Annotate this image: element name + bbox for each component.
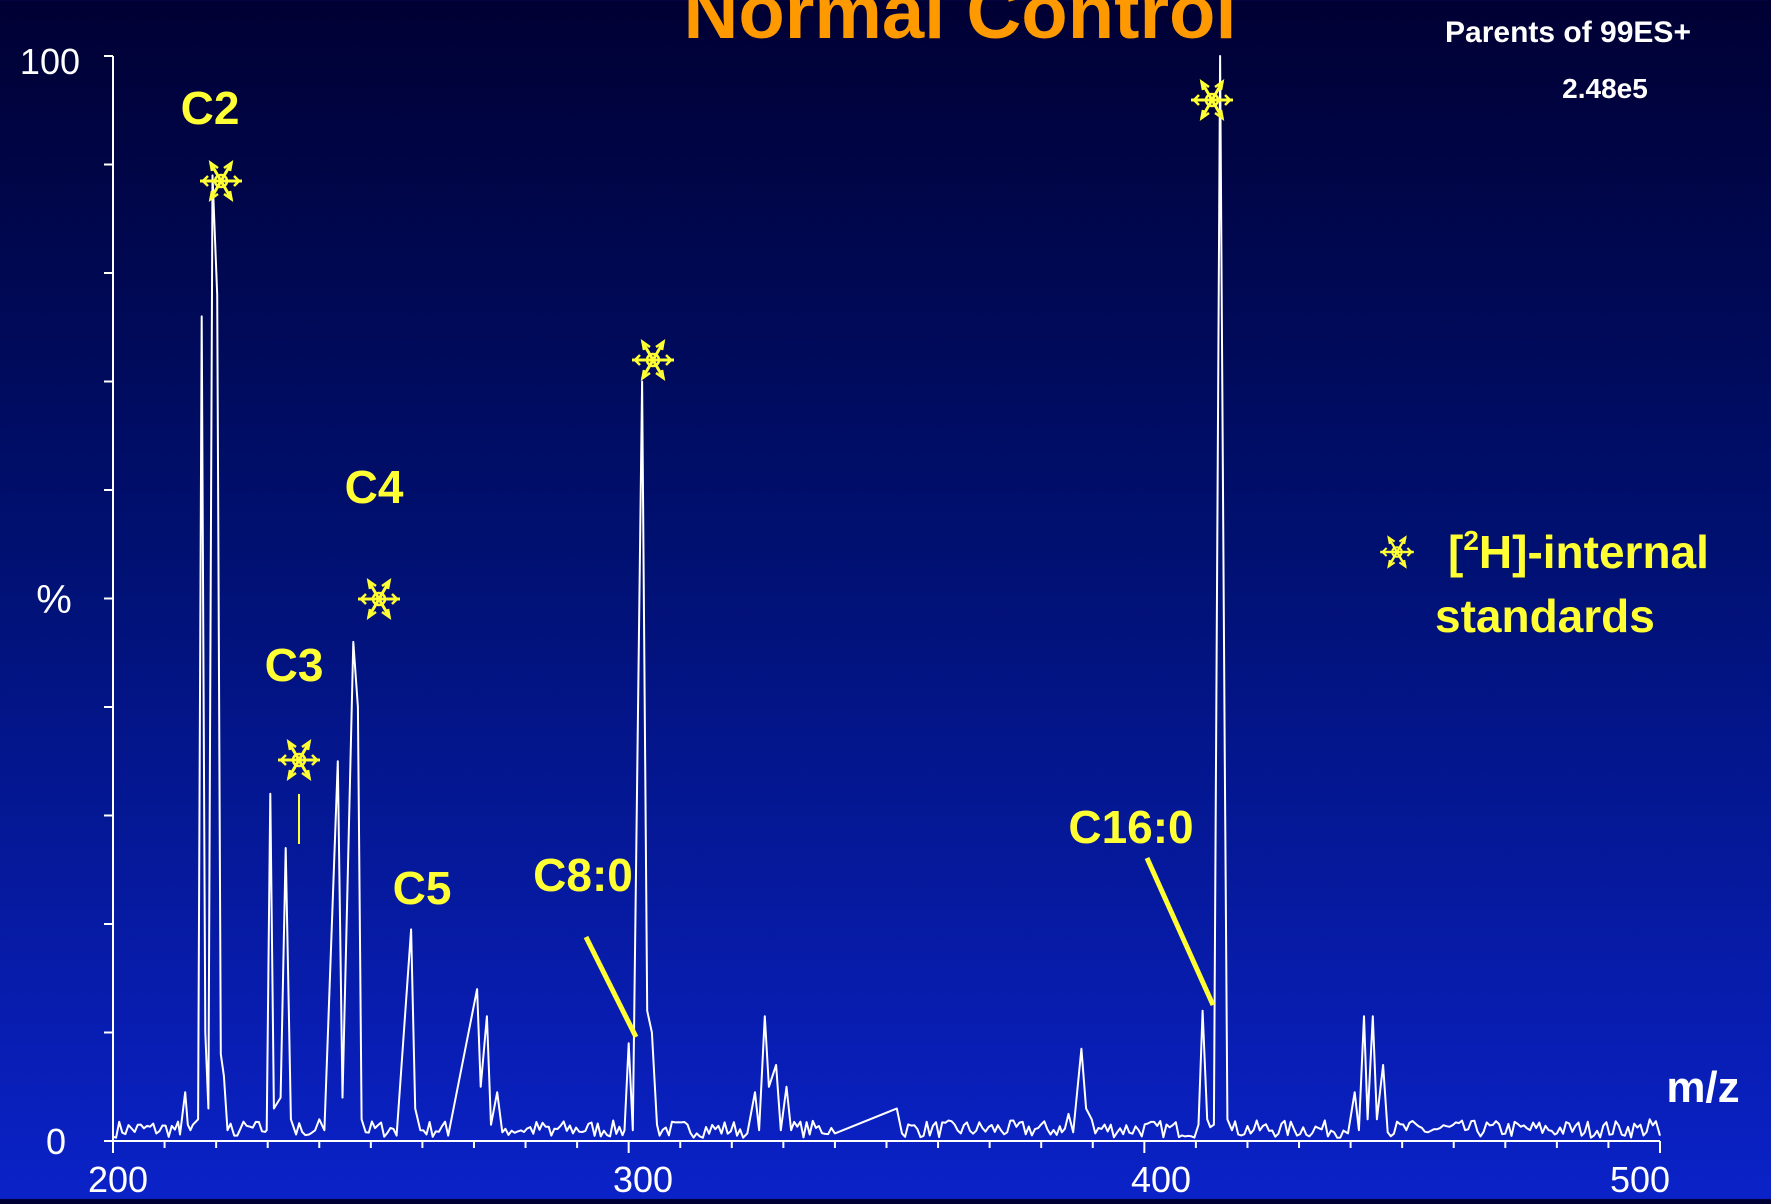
chart-title: Normal Control [683, 0, 1236, 55]
peak-label-c3: C3 [265, 639, 324, 691]
snowflake-icon [198, 161, 244, 201]
intensity-label: 2.48e5 [1562, 73, 1648, 104]
snowflake-icon [630, 340, 676, 380]
snowflake-icon [276, 740, 322, 780]
x-axis-ticks [112, 1141, 1661, 1153]
snowflake-icon [1189, 80, 1235, 120]
legend-text: H]-internal [1479, 526, 1709, 578]
legend-superscript: 2 [1463, 525, 1479, 556]
peak-label-c16-0: C16:0 [1068, 801, 1193, 853]
leader-line-c16-0 [1144, 856, 1216, 1007]
legend-bracket: [ [1448, 526, 1463, 578]
y-tick-label-100: 100 [20, 41, 80, 82]
peak-label-c4: C4 [345, 461, 404, 513]
peak-label-c5: C5 [393, 862, 452, 914]
snowflake-icon [356, 579, 402, 619]
legend: [2H]-internal standards [1378, 525, 1709, 642]
peak-label-c8-0: C8:0 [533, 849, 633, 901]
x-tick-label-300: 300 [613, 1159, 673, 1199]
legend-line-2: standards [1435, 590, 1655, 642]
legend-line-1: [2H]-internal [1448, 525, 1709, 578]
peak-label-c2: C2 [181, 82, 240, 134]
leader-line-c8-0 [583, 935, 639, 1039]
spectrum-trace [112, 55, 1661, 1139]
y-axis-label: % [36, 578, 72, 622]
x-axis-label: m/z [1666, 1063, 1739, 1112]
x-tick-label-200: 200 [88, 1159, 148, 1199]
snowflake-icon [1378, 536, 1416, 568]
y-axis-ticks [104, 55, 113, 1142]
x-tick-label-500: 500 [1610, 1159, 1670, 1199]
x-tick-label-400: 400 [1131, 1159, 1191, 1199]
instrument-label: Parents of 99ES+ [1445, 16, 1691, 49]
y-tick-label-0: 0 [46, 1121, 66, 1162]
